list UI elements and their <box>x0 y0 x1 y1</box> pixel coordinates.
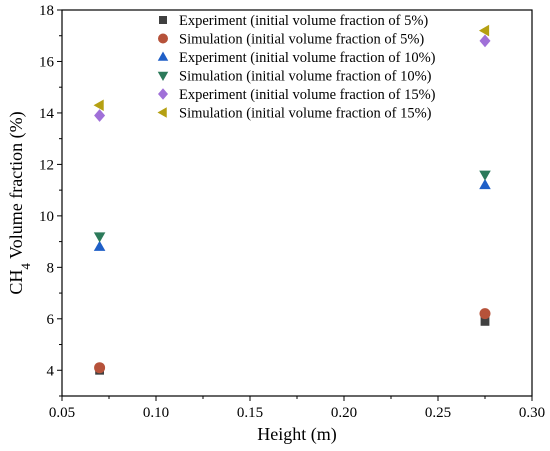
legend-marker-series-6 <box>157 107 167 118</box>
legend-marker-series-1 <box>159 16 167 24</box>
y-tick-label: 4 <box>47 363 55 379</box>
y-axis-title-suffix: Volume fraction (%) <box>6 111 27 263</box>
legend-label-series-3: Experiment (initial volume fraction of 1… <box>179 50 436 66</box>
y-axis-title-prefix: CH <box>6 270 26 295</box>
x-tick-label: 0.05 <box>49 405 75 421</box>
legend-marker-series-2 <box>158 33 168 44</box>
legend-marker-series-5 <box>158 88 168 100</box>
y-tick-label: 6 <box>47 312 55 328</box>
x-tick-label: 0.30 <box>519 405 545 421</box>
legend-label-series-5: Experiment (initial volume fraction of 1… <box>179 87 436 103</box>
data-point-series-4 <box>93 232 106 243</box>
y-axis-title-subscript: 4 <box>18 263 33 270</box>
y-tick-label: 14 <box>39 106 55 122</box>
y-tick-label: 18 <box>39 3 54 19</box>
legend: Experiment (initial volume fraction of 5… <box>157 13 436 122</box>
x-axis-title: Height (m) <box>257 424 336 445</box>
x-tick-label: 0.10 <box>143 405 169 421</box>
data-point-series-3 <box>93 240 106 251</box>
y-tick-label: 12 <box>39 157 54 173</box>
legend-marker-series-3 <box>157 51 169 61</box>
y-tick-label: 10 <box>39 209 54 225</box>
data-point-series-6 <box>93 99 104 111</box>
legend-label-series-6: Simulation (initial volume fraction of 1… <box>179 106 432 122</box>
data-point-series-6 <box>478 24 490 37</box>
legend-label-series-4: Simulation (initial volume fraction of 1… <box>179 69 432 85</box>
y-tick-label: 8 <box>47 260 55 276</box>
y-axis-title: CH4 Volume fraction (%) <box>6 111 33 294</box>
data-markers <box>93 24 491 375</box>
data-point-series-4 <box>479 170 491 181</box>
y-tick-label: 16 <box>39 54 55 70</box>
legend-marker-series-4 <box>157 71 169 81</box>
data-point-series-2 <box>479 308 491 320</box>
x-tick-label: 0.25 <box>425 405 451 421</box>
x-tick-label: 0.15 <box>237 405 263 421</box>
data-point-series-1 <box>480 316 490 326</box>
data-point-series-3 <box>479 178 491 190</box>
legend-label-series-2: Simulation (initial volume fraction of 5… <box>179 32 424 48</box>
data-point-series-5 <box>94 109 106 122</box>
data-point-series-2 <box>94 362 106 374</box>
data-point-series-5 <box>479 34 491 48</box>
x-tick-label: 0.20 <box>331 405 357 421</box>
axes: 0.05 0.10 0.15 0.20 0.25 0.30 4 6 8 10 12 14 16 18 <box>39 3 545 421</box>
legend-label-series-1: Experiment (initial volume fraction of 5… <box>179 13 428 29</box>
